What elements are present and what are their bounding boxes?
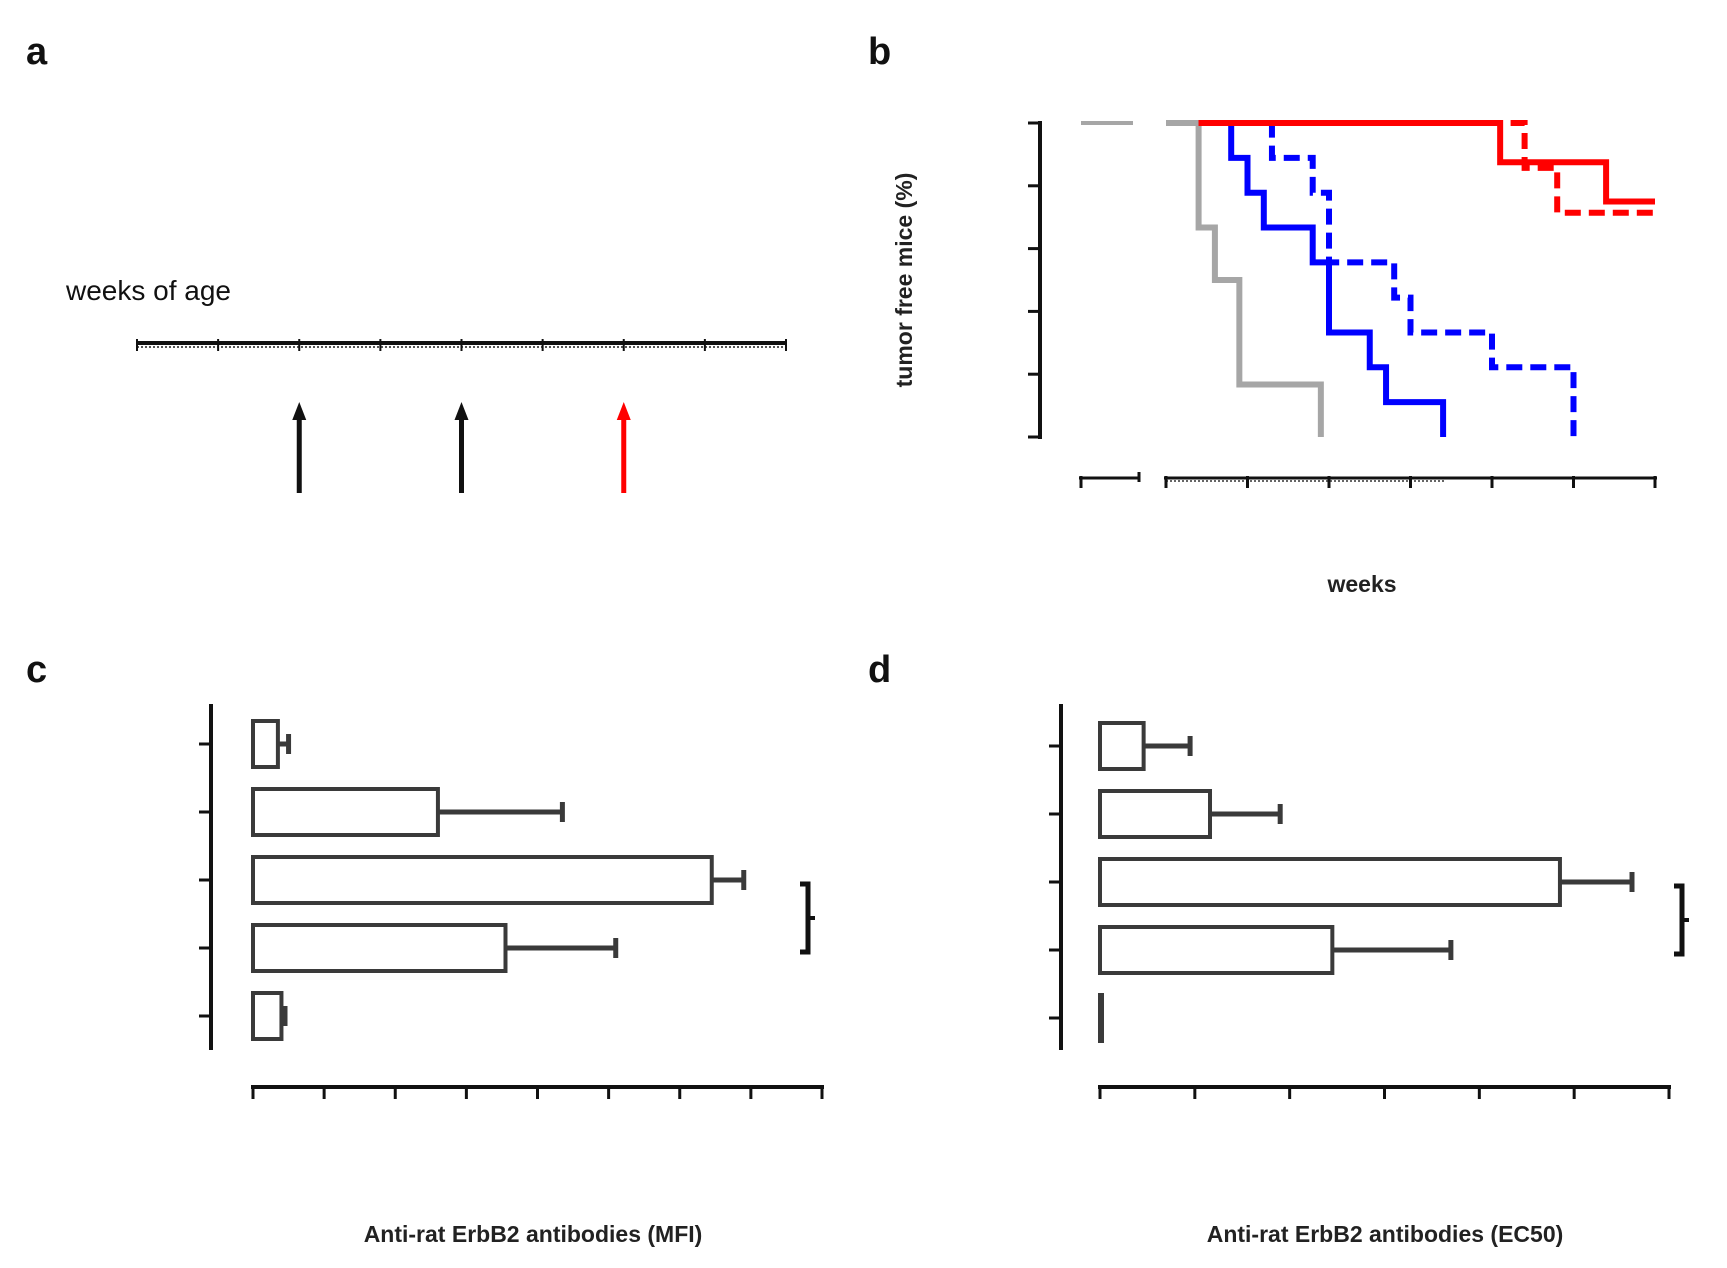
arrow-black-head — [292, 402, 307, 420]
bar-c-plot — [199, 704, 824, 1099]
survival-axes — [1028, 121, 1657, 488]
panel-d-bar: Anti-rat ErbB2 antibodies (EC50) — [1049, 704, 1689, 1247]
survival-curve-gray — [1166, 120, 1324, 437]
survival-curve-blue-dashed — [1198, 120, 1577, 437]
survival-ylabel: tumor free mice (%) — [891, 173, 917, 388]
bar-c-bar-RRT — [251, 923, 508, 973]
panel-letter-b: b — [868, 31, 891, 73]
timeline-arrows — [292, 402, 631, 493]
panel-b-survival: tumor free mice (%) weeks — [891, 120, 1657, 597]
bar-d-bar-HuHuT — [1098, 721, 1146, 771]
bar-c-bar-RHuT — [251, 855, 714, 905]
bar-d-bar-HuRT — [1098, 789, 1213, 839]
bar-d-bar-RHuT — [1098, 857, 1562, 907]
timeline-title: weeks of age — [65, 275, 231, 306]
bar-d-significance-bracket — [1674, 883, 1685, 957]
bar-d-bar-pVAX — [1098, 993, 1104, 1043]
panel-letter-a: a — [26, 31, 48, 73]
arrow-red-head — [616, 402, 631, 420]
panel-a-timeline: weeks of age — [65, 275, 787, 493]
bar-c-bar-HuHuT — [251, 719, 280, 769]
bar-c-bar-HuRT — [251, 787, 440, 837]
bar-c-significance-bracket — [800, 881, 811, 955]
bar-d-xlabel: Anti-rat ErbB2 antibodies (EC50) — [1207, 1221, 1564, 1247]
survival-curve-red-dashed — [1198, 120, 1655, 216]
timeline-ticks — [136, 339, 787, 351]
bar-d-plot — [1049, 704, 1689, 1099]
survival-xlabel: weeks — [1326, 571, 1396, 597]
bar-c-xlabel: Anti-rat ErbB2 antibodies (MFI) — [364, 1221, 703, 1247]
panel-letter-c: c — [26, 649, 47, 691]
survival-curve-red-solid — [1198, 120, 1655, 205]
bar-d-bar-RRT — [1098, 925, 1335, 975]
bar-c-bar-pVAX — [251, 991, 284, 1041]
arrow-black-head — [454, 402, 469, 420]
panel-c-bar: Anti-rat ErbB2 antibodies (MFI) — [199, 704, 824, 1247]
panel-letter-d: d — [868, 649, 891, 691]
survival-series — [1081, 120, 1655, 437]
survival-curve-blue-solid — [1198, 120, 1447, 437]
